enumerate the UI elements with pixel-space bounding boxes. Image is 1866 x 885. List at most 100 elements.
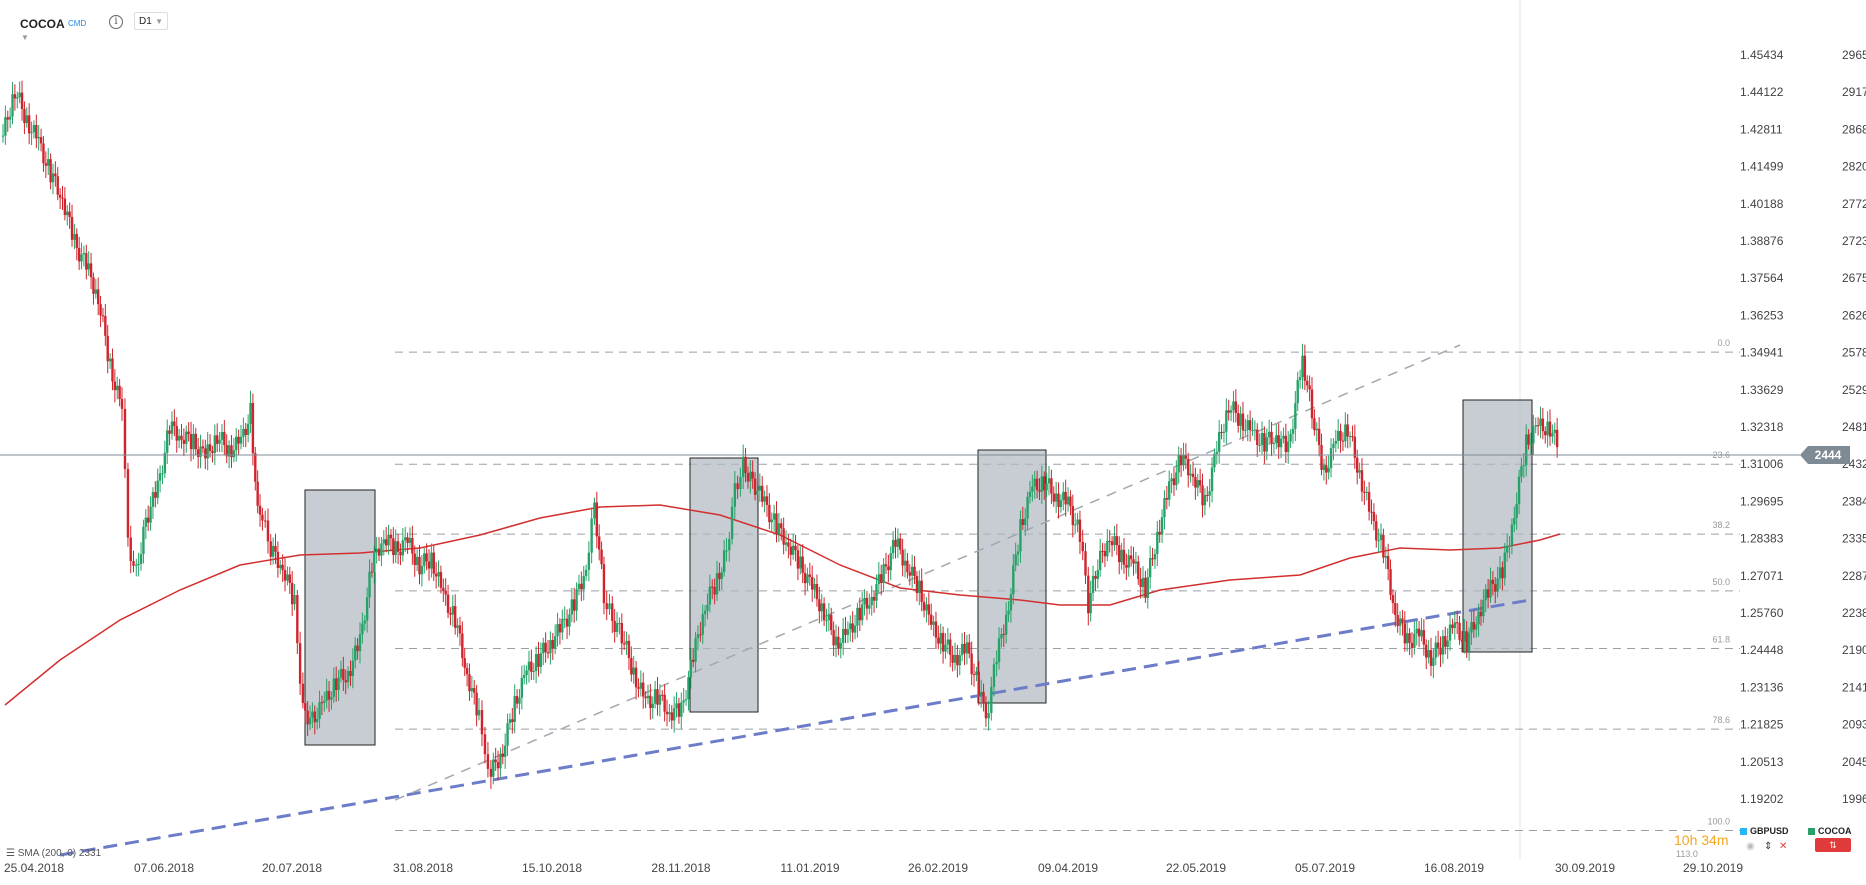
candle-body (182, 439, 186, 444)
candle-body (146, 517, 150, 523)
eye-icon[interactable]: ◉ (1746, 841, 1755, 852)
candle-body (1439, 647, 1442, 655)
candle-body (1501, 567, 1504, 579)
candle-body (960, 643, 964, 656)
price-tick-right: 2965 (1842, 48, 1866, 62)
price-tick-right: 2529 (1842, 383, 1866, 397)
candle-body (1470, 622, 1473, 633)
candle-body (556, 624, 559, 637)
candle-body (458, 625, 462, 634)
candle-body (1076, 519, 1079, 525)
price-tick-right: 1996 (1842, 792, 1866, 806)
candle-body (97, 289, 100, 305)
candle-body (1137, 561, 1140, 580)
candle-body (1000, 634, 1003, 639)
candle-body (741, 456, 745, 477)
candle-body (49, 159, 52, 183)
compare-cocoa[interactable]: COCOA (1808, 826, 1852, 836)
candle-body (1177, 455, 1180, 473)
candle-body (339, 668, 343, 678)
price-tick-left: 1.29695 (1740, 494, 1784, 508)
compare-gbpusd[interactable]: GBPUSD (1740, 826, 1789, 836)
candle-body (180, 435, 183, 440)
candle-body (1062, 491, 1065, 501)
candle-body (126, 469, 130, 538)
reorder-icon[interactable]: ⇕ (1764, 841, 1773, 852)
candle-body (154, 492, 157, 498)
candle-body (1553, 429, 1556, 433)
chevron-down-icon[interactable]: ▼ (21, 33, 29, 42)
candle-body (872, 596, 876, 601)
candle-body (582, 575, 585, 590)
candle-body (1270, 431, 1273, 444)
candle-body (846, 629, 850, 635)
candle-body (368, 571, 371, 598)
candle-body (442, 587, 445, 591)
candle-body (1325, 465, 1328, 473)
sell-button[interactable]: ⇅ (1815, 838, 1851, 852)
candle-body (35, 125, 38, 139)
candle-body (1033, 478, 1036, 487)
candle-body (834, 636, 838, 646)
candle-body (1389, 569, 1392, 596)
candle-body (1489, 579, 1492, 598)
info-icon[interactable]: i (109, 15, 123, 29)
candle-body (494, 759, 497, 763)
candle-body (290, 582, 294, 605)
price-tick-left: 1.19202 (1740, 792, 1784, 806)
candle-body (939, 632, 942, 644)
candle-body (1251, 430, 1254, 432)
candle-body (865, 597, 869, 609)
sma-value: 2331 (78, 848, 102, 859)
candle-body (132, 561, 135, 566)
candle-body (173, 421, 176, 427)
candle-body (718, 573, 721, 580)
candle-body (1422, 630, 1426, 645)
candle-body (254, 453, 257, 482)
candle-body (1101, 550, 1104, 552)
candle-body (875, 584, 878, 601)
candle-body (880, 574, 883, 583)
candle-body (611, 603, 614, 621)
candle-body (663, 694, 666, 712)
candle-body (1296, 380, 1299, 404)
candle-body (1287, 441, 1290, 453)
candle-body (437, 571, 440, 577)
candle-body (730, 506, 734, 539)
candle-body (501, 753, 504, 757)
candle-body (80, 254, 83, 262)
candle-body (361, 623, 364, 635)
candle-body (913, 566, 916, 577)
candle-body (1522, 465, 1526, 467)
candle-body (480, 710, 484, 735)
candle-body (1151, 558, 1154, 560)
candle-body (420, 565, 424, 575)
candle-body (1541, 418, 1545, 432)
candle-body (1275, 435, 1278, 443)
candle-body (523, 675, 526, 678)
candle-body (532, 670, 535, 672)
symbol-name[interactable]: COCOA (20, 17, 65, 31)
date-tick: 31.08.2018 (393, 861, 453, 875)
candle-body (801, 556, 804, 573)
sma-legend[interactable]: ☰ SMA (200, 0) 2331 (6, 848, 101, 859)
candle-body (58, 194, 62, 198)
candle-body (958, 655, 961, 666)
interval-select[interactable]: D1 ▼ (134, 12, 168, 30)
candle-body (1220, 431, 1223, 433)
price-tick-right: 2868 (1842, 122, 1866, 136)
candle-body (1129, 555, 1133, 560)
candle-body (1014, 554, 1017, 566)
candle-body (337, 677, 340, 690)
candle-body (1455, 622, 1459, 624)
candle-body (486, 754, 490, 769)
candle-body (389, 534, 393, 539)
candle-body (269, 541, 272, 557)
candle-body (956, 654, 959, 666)
candle-body (483, 734, 487, 755)
candle-body (789, 546, 792, 555)
candle-body (1432, 657, 1435, 666)
close-icon[interactable]: ✕ (1779, 841, 1788, 852)
candle-body (992, 664, 996, 687)
